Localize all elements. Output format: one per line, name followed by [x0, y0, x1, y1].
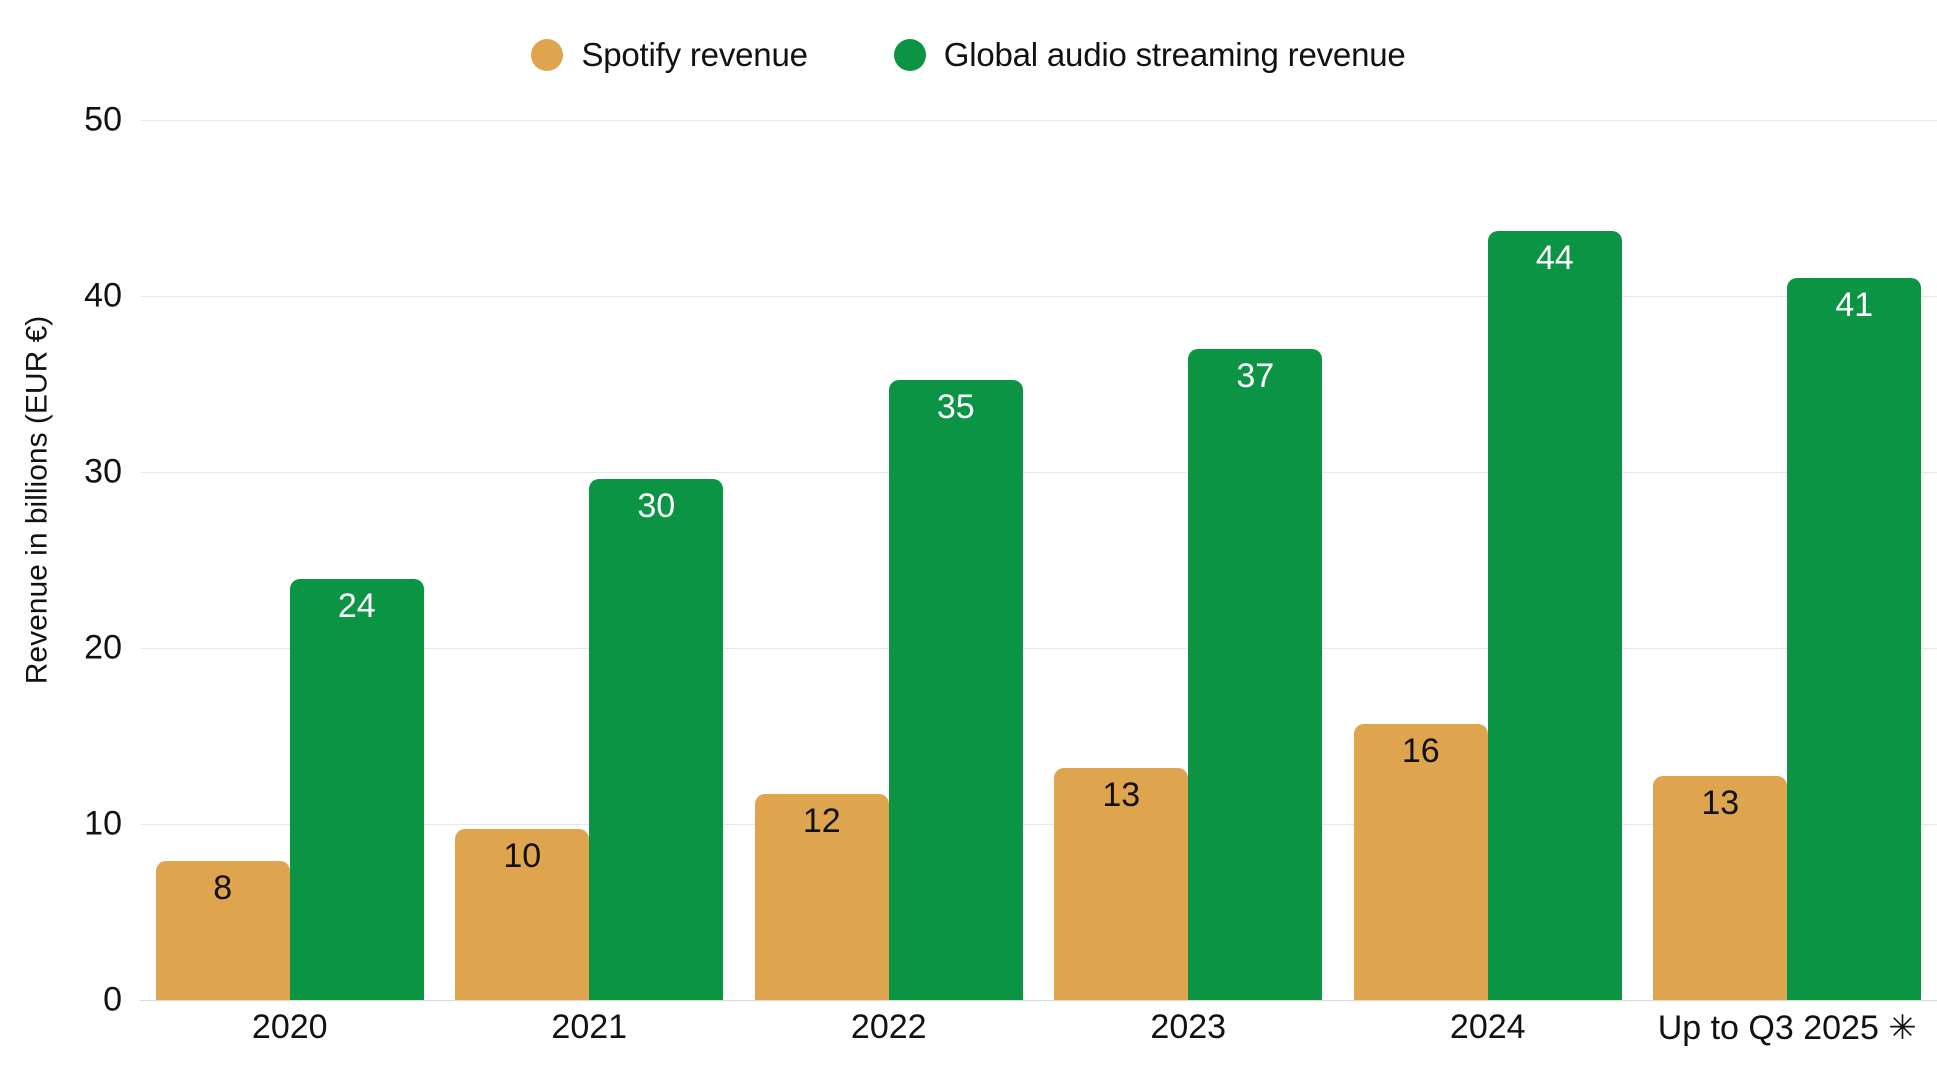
circle-marker-icon	[893, 39, 926, 71]
bar-value-label: 24	[337, 587, 376, 626]
y-axis-tick-label: 40	[84, 276, 122, 315]
bar-value-label: 44	[1535, 238, 1574, 277]
bar-global-audio-streaming-revenue[interactable]: 30	[589, 479, 724, 1000]
gridline	[140, 472, 1937, 473]
bar-spotify-revenue[interactable]: 16	[1353, 723, 1488, 1000]
bar-group: 10 30	[440, 120, 740, 1000]
y-axis-title-text: Revenue in billions (EUR €)	[20, 315, 53, 685]
bar-global-audio-streaming-revenue[interactable]: 41	[1787, 278, 1922, 1000]
bar-global-audio-streaming-revenue[interactable]: 35	[888, 380, 1023, 1000]
bar-global-audio-streaming-revenue[interactable]: 37	[1188, 348, 1323, 1000]
bar-value-label: 35	[936, 388, 975, 427]
legend-item-global-audio-streaming-revenue[interactable]: Global audio streaming revenue	[893, 36, 1406, 74]
gridline	[140, 120, 1937, 121]
bar-value-label: 12	[802, 802, 841, 841]
bar-value-label: 10	[503, 837, 542, 876]
y-axis-tick-label: 0	[103, 980, 122, 1019]
bar-global-audio-streaming-revenue[interactable]: 44	[1487, 230, 1622, 1000]
x-axis-labels: 2020 2021 2022 2023 2024 Up to Q3 2025 ✳	[140, 1008, 1937, 1048]
bar-value-label: 41	[1835, 286, 1874, 325]
bar-value-label: 37	[1236, 356, 1275, 395]
chart-legend: Spotify revenue Global audio streaming r…	[0, 30, 1937, 80]
x-axis-tick-label: 2024	[1449, 1008, 1526, 1046]
bar-group: 13 41	[1638, 120, 1937, 1000]
gridline	[140, 296, 1937, 297]
y-axis-tick-label: 10	[84, 804, 122, 843]
bar-spotify-revenue[interactable]: 13	[1054, 767, 1189, 1000]
gridlines: 0 10 20 30 40 50	[84, 101, 1937, 1019]
y-axis-title: Revenue in billions (EUR €)	[14, 0, 60, 1000]
bar-groups: 8 24 10 30 12 35 13 37 16 44 13 41	[140, 120, 1937, 1000]
x-axis-tick-label: Up to Q3 2025 ✳	[1657, 1009, 1917, 1047]
bar-group: 8 24	[140, 120, 440, 1000]
legend-item-spotify-revenue[interactable]: Spotify revenue	[531, 36, 808, 74]
bar-value-label: 13	[1701, 784, 1740, 823]
bar-spotify-revenue[interactable]: 8	[155, 860, 290, 1000]
bar-global-audio-streaming-revenue[interactable]: 24	[289, 579, 424, 1000]
bar-spotify-revenue[interactable]: 12	[754, 794, 889, 1000]
x-axis-tick-label: 2022	[850, 1008, 927, 1046]
bar-value-label: 8	[213, 868, 233, 907]
bar-value-label: 13	[1102, 775, 1141, 814]
circle-marker-icon	[531, 39, 564, 71]
y-axis-tick-label: 50	[84, 100, 122, 139]
bar-group: 13 37	[1039, 120, 1339, 1000]
plot-area: 0 10 20 30 40 50 8 24 10 30 12 35 13 37 16 44 13 41	[84, 101, 1937, 1019]
bar-spotify-revenue[interactable]: 10	[455, 829, 590, 1000]
x-axis-tick-label: 2021	[551, 1008, 628, 1046]
y-axis-tick-label: 20	[84, 628, 122, 667]
bar-value-label: 30	[637, 487, 676, 526]
x-axis-tick-label: 2023	[1150, 1008, 1227, 1046]
y-axis-tick-label: 30	[84, 452, 122, 491]
gridline	[140, 824, 1937, 825]
bar-group: 16 44	[1338, 120, 1638, 1000]
gridline	[140, 1000, 1937, 1001]
bar-value-label: 16	[1401, 731, 1440, 770]
legend-label: Global audio streaming revenue	[943, 36, 1406, 73]
x-axis-tick-label: 2020	[251, 1008, 328, 1046]
bar-spotify-revenue[interactable]: 13	[1653, 776, 1788, 1000]
bar-group: 12 35	[739, 120, 1039, 1000]
gridline	[140, 648, 1937, 649]
legend-label: Spotify revenue	[581, 36, 808, 73]
